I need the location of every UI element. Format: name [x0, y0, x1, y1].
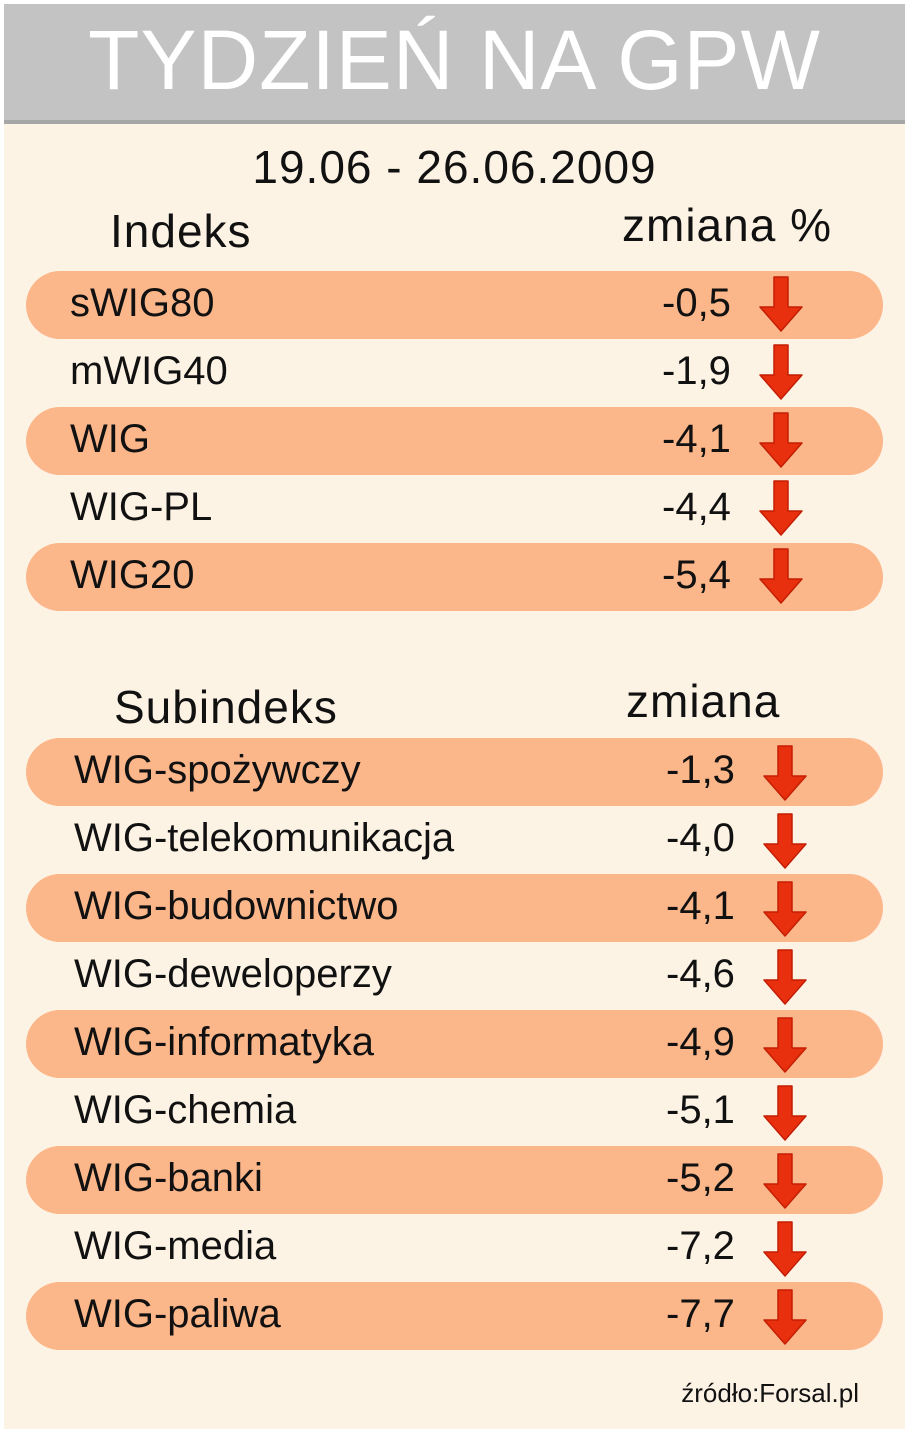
table-row: sWIG80 -0,5 [26, 271, 883, 339]
down-arrow-icon [763, 1289, 807, 1345]
row-name: WIG-chemia [74, 1088, 297, 1132]
row-change-value: -4,4 [662, 485, 731, 529]
row-name: WIG-budownictwo [74, 884, 399, 928]
table-row: WIG-spożywczy -1,3 [26, 738, 883, 806]
row-name: mWIG40 [70, 349, 228, 393]
row-name: WIG [70, 417, 150, 461]
row-name: WIG-media [74, 1224, 277, 1268]
subindices-name-header: Subindeks [114, 681, 338, 733]
down-arrow-icon [763, 1085, 807, 1141]
row-change-value: -7,7 [666, 1292, 735, 1336]
row-name: sWIG80 [70, 281, 215, 325]
row-change-value: -4,9 [666, 1020, 735, 1064]
row-name: WIG-paliwa [74, 1292, 281, 1336]
down-arrow-icon [763, 881, 807, 937]
row-name: WIG-telekomunikacja [74, 816, 455, 860]
subindices-change-header: zmiana [626, 675, 781, 727]
table-row: WIG-paliwa -7,7 [26, 1282, 883, 1350]
table-row: WIG-telekomunikacja -4,0 [26, 806, 883, 874]
date-range: 19.06 - 26.06.2009 [252, 141, 657, 193]
down-arrow-icon [759, 548, 803, 604]
row-name: WIG20 [70, 553, 195, 597]
table-row: WIG-deweloperzy -4,6 [26, 942, 883, 1010]
down-arrow-icon [759, 344, 803, 400]
infographic-card: TYDZIEŃ NA GPW 19.06 - 26.06.2009 Indeks… [4, 4, 905, 1429]
table-row: WIG-banki -5,2 [26, 1146, 883, 1214]
table-row: WIG-informatyka -4,9 [26, 1010, 883, 1078]
down-arrow-icon [763, 813, 807, 869]
row-name: WIG-PL [70, 485, 213, 529]
down-arrow-icon [759, 412, 803, 468]
header-bar: TYDZIEŃ NA GPW [4, 4, 905, 120]
row-name: WIG-spożywczy [74, 748, 361, 792]
row-change-value: -5,4 [662, 553, 731, 597]
row-change-value: -1,3 [666, 748, 735, 792]
table-row: WIG -4,1 [26, 407, 883, 475]
page-title: TYDZIEŃ NA GPW [88, 13, 821, 107]
row-change-value: -5,1 [666, 1088, 735, 1132]
row-change-value: -4,1 [662, 417, 731, 461]
table-row: mWIG40 -1,9 [26, 339, 883, 407]
row-change-value: -5,2 [666, 1156, 735, 1200]
row-change-value: -1,9 [662, 349, 731, 393]
row-name: WIG-banki [74, 1156, 263, 1200]
down-arrow-icon [763, 745, 807, 801]
table-row: WIG-chemia -5,1 [26, 1078, 883, 1146]
down-arrow-icon [759, 480, 803, 536]
indices-name-header: Indeks [110, 205, 252, 257]
indices-change-header: zmiana % [622, 199, 832, 251]
row-change-value: -4,0 [666, 816, 735, 860]
down-arrow-icon [763, 1221, 807, 1277]
source-note: źródło:Forsal.pl [681, 1378, 859, 1408]
down-arrow-icon [763, 949, 807, 1005]
row-name: WIG-informatyka [74, 1020, 375, 1064]
down-arrow-icon [763, 1017, 807, 1073]
table-row: WIG20 -5,4 [26, 543, 883, 611]
row-change-value: -4,1 [666, 884, 735, 928]
table-row: WIG-media -7,2 [26, 1214, 883, 1282]
table-row: WIG-budownictwo -4,1 [26, 874, 883, 942]
table-row: WIG-PL -4,4 [26, 475, 883, 543]
down-arrow-icon [763, 1153, 807, 1209]
down-arrow-icon [759, 276, 803, 332]
row-change-value: -7,2 [666, 1224, 735, 1268]
row-change-value: -0,5 [662, 281, 731, 325]
row-change-value: -4,6 [666, 952, 735, 996]
header-shadow [4, 120, 905, 124]
row-name: WIG-deweloperzy [74, 952, 392, 996]
